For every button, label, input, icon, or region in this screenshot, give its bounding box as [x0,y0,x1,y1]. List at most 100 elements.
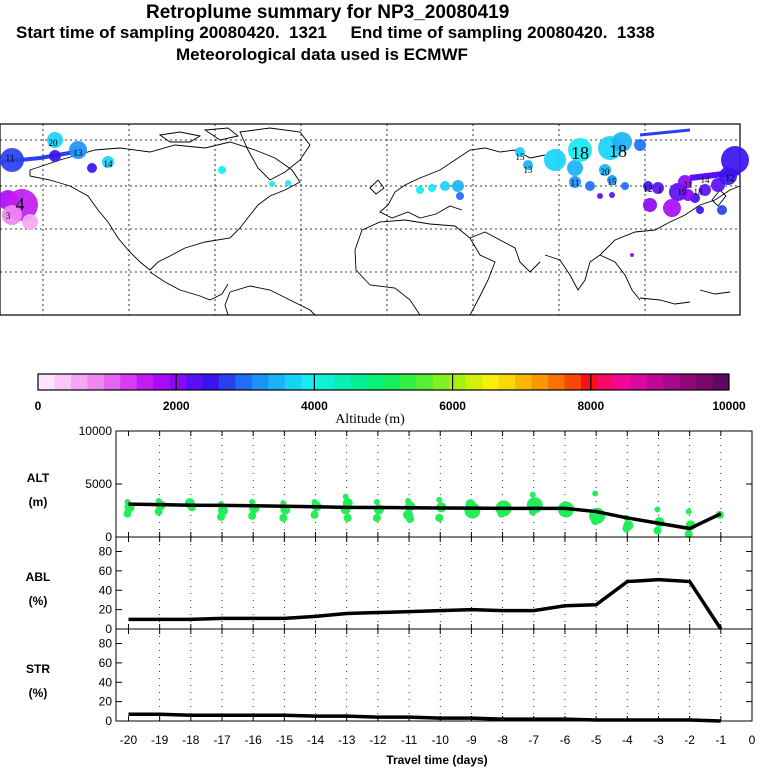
plume-dot [22,214,38,230]
plume-dot [0,148,24,172]
altitude-dot [529,491,536,498]
y-tick-label: 80 [99,545,113,559]
colorbar-swatch [136,374,154,390]
colorbar-swatch [317,374,335,390]
colorbar-swatch [268,374,286,390]
x-tick-label: -9 [466,733,477,747]
colorbar-swatch [103,374,121,390]
colorbar-frame [37,373,730,391]
x-tick-label: -5 [591,733,602,747]
colorbar-swatch [70,374,88,390]
plume-dot [102,156,114,168]
altitude-dot [123,509,132,518]
colorbar-swatch [564,374,582,390]
plume-dot [643,181,653,191]
altitude-dot [310,510,319,519]
plume-dot [634,139,646,151]
altitude-dot [372,513,381,522]
colorbar-swatch [87,374,105,390]
y-axis-label: STR [26,662,50,676]
plume-dot [663,199,681,217]
coastlines [29,127,741,316]
altitude-dot [591,517,600,526]
x-tick-label: -19 [151,733,169,747]
plume-dot [440,181,450,191]
colorbar-swatch [218,374,236,390]
altitude-median-line [128,502,722,531]
plume-dot [652,182,664,194]
plume-day-label: 11 [571,178,580,188]
altitude-dot [592,490,599,497]
colorbar-swatch [449,374,467,390]
plume-dot [47,132,63,148]
x-tick-label: -4 [622,733,633,747]
plume-dot [721,146,749,174]
y-tick-label: 10000 [79,424,113,438]
time-series-panels: 0 5000 10000 ALT (m) 0 20 40 60 80 ABL (%) 0 20 40 60 80… [26,424,756,767]
altitude-dot [279,513,288,522]
panel-abl: 0 20 40 60 80 ABL (%) [26,536,753,636]
y-tick-label: 80 [99,637,113,651]
colorbar-swatch [663,374,681,390]
colorbar-swatch [120,374,138,390]
plume-dot [218,166,226,174]
y-tick-label: 0 [105,530,112,544]
x-axis-label: Travel time (days) [386,753,487,767]
colorbar-swatch [383,374,401,390]
plume-day-label: 15 [516,152,526,162]
colorbar-swatch [153,374,171,390]
x-tick-label: -3 [653,733,664,747]
colorbar-swatch [301,374,319,390]
altitude-dot [497,509,506,518]
plume-day-label: 4 [16,194,25,214]
x-tick-label: -16 [245,733,263,747]
plume-dot [428,184,436,192]
plume-dot [285,180,291,186]
colorbar-swatch [432,374,450,390]
colorbar-axis-label: Altitude (m) [335,412,405,427]
x-tick-label: -12 [369,733,387,747]
x-tick-label: -2 [684,733,695,747]
colorbar-swatch [515,374,532,390]
colorbar-swatch [235,374,253,390]
plume-day-label: 13 [524,165,534,175]
panel-str: 0 20 40 60 80 STR (%) [26,628,753,728]
y-tick-label: 60 [99,564,113,578]
plume-dot [717,205,727,215]
panel-frame [115,536,753,630]
y-axis-label: (%) [29,686,48,700]
plume-dot [643,198,657,212]
plume-dot [2,205,22,225]
x-tick-label: -14 [307,733,325,747]
plume-trail [639,128,691,137]
plume-dot [607,175,617,185]
colorbar-swatch [465,374,483,390]
x-tick-label: -20 [120,733,138,747]
altitude-dot [435,513,444,522]
altitude-dot [217,512,225,521]
colorbar-swatch [399,374,417,390]
colorbar-tick-label: 10000 [712,399,746,413]
plume-day-label: 20 [49,138,59,148]
y-tick-label: 20 [99,695,113,709]
altitude-dot [248,511,257,520]
x-tick-label: -7 [528,733,539,747]
plume-dot [585,181,595,191]
x-tick-label: -13 [338,733,356,747]
y-tick-label: 60 [99,656,113,670]
panel-frame [115,628,753,722]
y-axis-label: (m) [29,495,48,509]
altitude-colorbar: 0 2000 4000 6000 8000 10000 Altitude (m) [35,373,746,427]
colorbar-tick-label: 2000 [163,399,190,413]
colorbar-swatch [54,374,72,390]
altitude-dot [343,513,352,522]
plume-dot [269,181,275,187]
plume-day-label: 3 [6,211,11,221]
x-tick-label: -1 [715,733,726,747]
colorbar-swatch [482,374,500,390]
plume-dot [696,206,704,214]
colorbar-swatch [498,374,516,390]
plume-day-label: 1 [658,185,663,195]
